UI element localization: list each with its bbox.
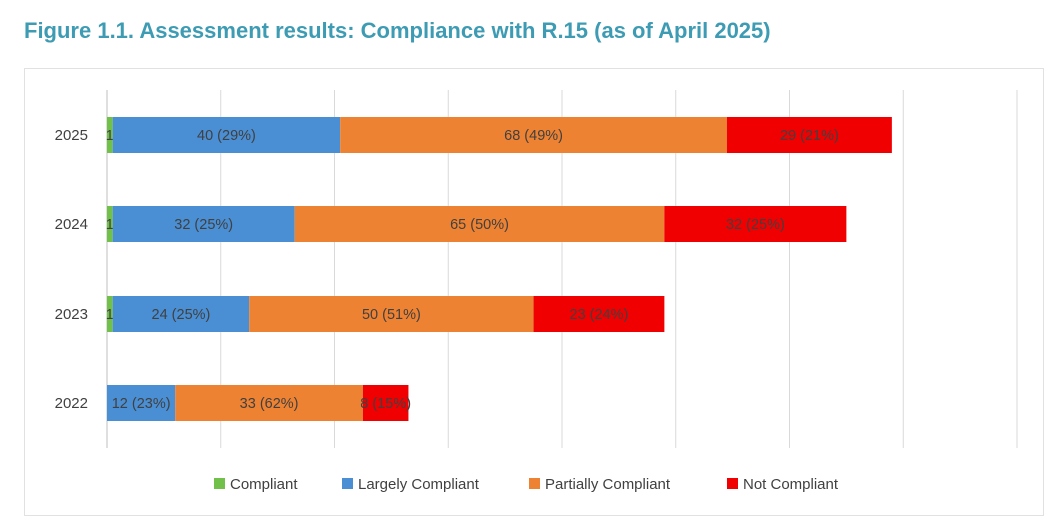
bar-segment: [294, 206, 665, 242]
bar-segment: [107, 206, 113, 242]
legend-entry: Not Compliant: [743, 476, 839, 493]
bars: 1 40 (29%) 68 (49%) 29 (21%) 1 32 (25%) 65 (50…: [106, 117, 892, 421]
data-label: 12 (23%): [112, 396, 171, 412]
legend-entry: Partially Compliant: [545, 476, 671, 493]
data-label: 29 (21%): [780, 128, 839, 144]
figure-title: Figure 1.1. Assessment results: Complian…: [24, 18, 771, 43]
data-label: 8 (15%): [360, 396, 411, 412]
data-label: 32 (25%): [726, 217, 785, 233]
bar-segment: [249, 296, 534, 332]
data-label: 65 (50%): [450, 217, 509, 233]
legend-swatch: [727, 478, 738, 489]
bar-segment: [107, 296, 113, 332]
bar-segment: [175, 385, 363, 421]
legend-entry: Compliant: [230, 476, 298, 493]
legend: Compliant Largely Compliant Partially Comp…: [214, 476, 839, 493]
category-label: 2025: [55, 127, 88, 144]
data-label: 50 (51%): [362, 307, 421, 323]
legend-swatch: [529, 478, 540, 489]
bar-segment: [112, 296, 250, 332]
bar-segment: [664, 206, 847, 242]
bar-segment: [533, 296, 665, 332]
data-label: 23 (24%): [570, 307, 629, 323]
data-label: 1: [106, 128, 114, 144]
bar-segment: [726, 117, 892, 153]
category-label: 2024: [55, 216, 88, 233]
category-label: 2022: [55, 395, 88, 412]
legend-swatch: [214, 478, 225, 489]
legend-entry: Largely Compliant: [358, 476, 480, 493]
bar-segment: [340, 117, 727, 153]
data-label: 24 (25%): [152, 307, 211, 323]
data-label: 68 (49%): [504, 128, 563, 144]
category-label: 2023: [55, 306, 88, 323]
bar-segment: [107, 117, 113, 153]
data-label: 32 (25%): [174, 217, 233, 233]
data-label: 33 (62%): [240, 396, 299, 412]
bar-segment: [362, 385, 409, 421]
bar-segment: [112, 206, 295, 242]
data-label: 1: [106, 307, 114, 323]
chart-frame: [24, 68, 1044, 516]
data-label: 40 (29%): [197, 128, 256, 144]
category-labels: 2025 2024 2023 2022: [55, 127, 88, 412]
bar-segment: [107, 385, 176, 421]
bar-segment: [112, 117, 341, 153]
legend-swatch: [342, 478, 353, 489]
data-label: 1: [106, 217, 114, 233]
